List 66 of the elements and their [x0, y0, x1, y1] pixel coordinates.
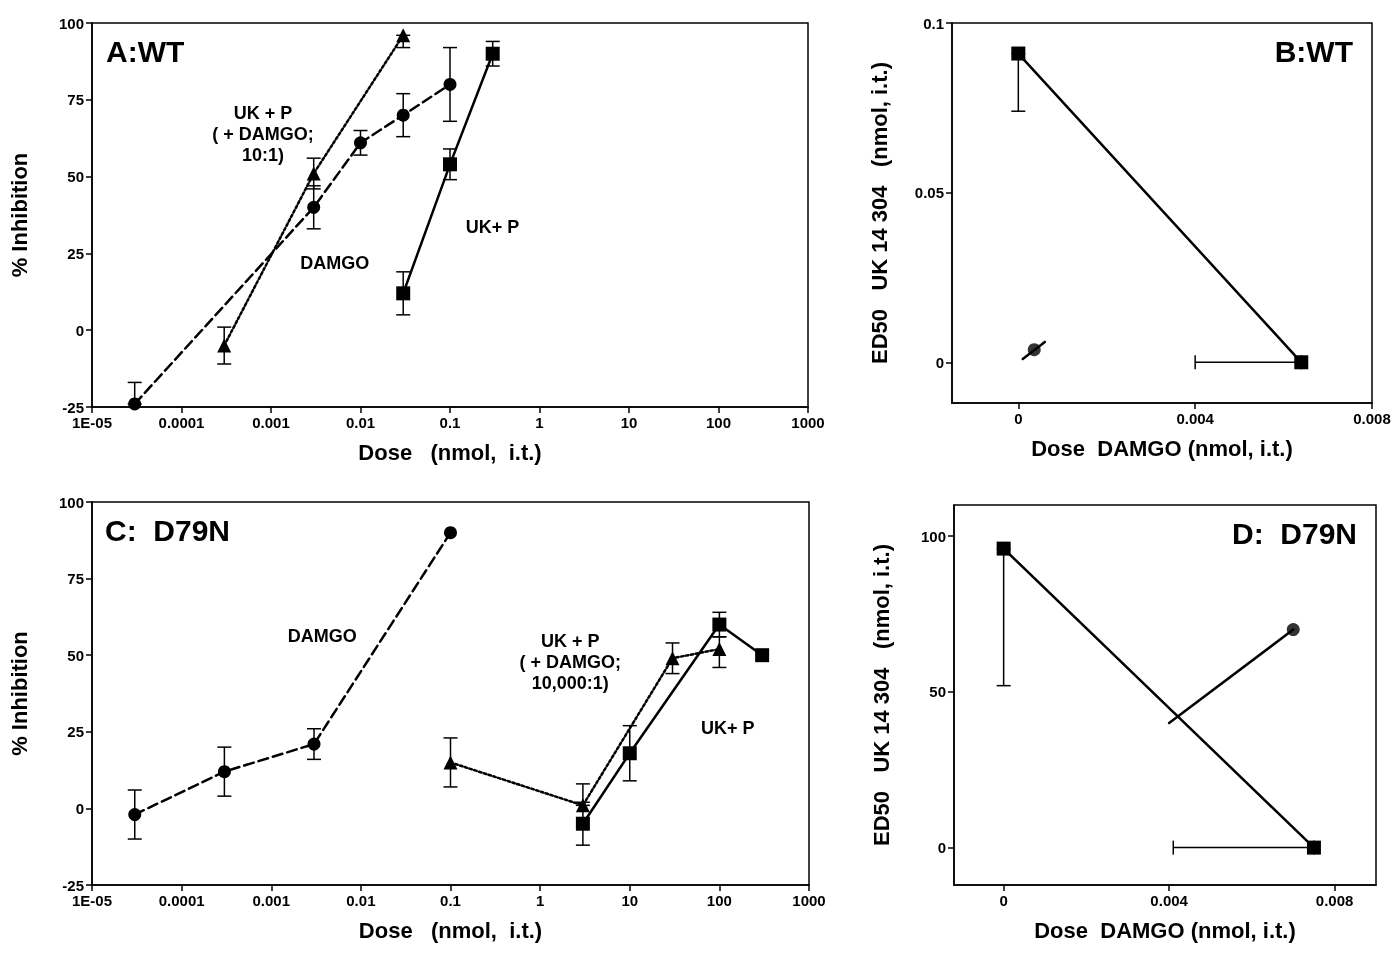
x-tick-label: 0	[1014, 410, 1023, 427]
x-tick-label: 0.008	[1353, 410, 1391, 427]
y-tick-label: 50	[67, 646, 84, 664]
x-tick-label: 1E-05	[71, 414, 113, 431]
x-tick-label: 1000	[792, 892, 826, 909]
point	[1306, 840, 1321, 855]
y-tick-label: 100	[920, 527, 946, 545]
x-tick-label: 10	[621, 892, 639, 909]
x-tick-label: 0.0001	[158, 414, 205, 431]
x-tick-label: 0.01	[346, 892, 376, 909]
chart-title: C: D79N	[105, 513, 231, 547]
point	[1011, 46, 1026, 61]
y-tick-label: 100	[58, 14, 84, 32]
x-tick-label: 10	[620, 414, 638, 431]
y-tick-label: 25	[67, 244, 84, 262]
series-label: DAMGO	[300, 253, 370, 273]
x-tick-label: 1000	[791, 414, 825, 431]
x-tick-label: 100	[705, 414, 732, 431]
y-axis-title: % Inhibition	[6, 631, 32, 756]
x-tick-label: 0.01	[345, 414, 376, 431]
point	[1027, 343, 1041, 357]
x-tick-label: 0	[999, 892, 1008, 909]
y-axis-title: % Inhibition	[6, 152, 32, 278]
x-tick-label: 1	[535, 414, 544, 431]
y-tick-label: -25	[62, 876, 84, 894]
x-tick-label: 0.004	[1150, 892, 1189, 909]
y-tick-label: 100	[58, 493, 84, 511]
y-tick-label: 0	[935, 353, 944, 371]
y-tick-label: -25	[62, 398, 84, 416]
chart-title: B:WT	[1274, 34, 1353, 68]
x-tick-label: 0.001	[252, 414, 290, 431]
y-tick-label: 0.1	[923, 14, 944, 32]
x-tick-label: 0.1	[439, 414, 461, 431]
point	[996, 541, 1011, 556]
x-tick-label: 0.0001	[158, 892, 205, 909]
series-label: DAMGO	[287, 626, 357, 647]
x-axis-title: Dose (nmol, i.t.)	[358, 917, 543, 943]
series-label: UK + P ( + DAMGO; 10:1)	[212, 103, 314, 166]
x-tick-label: 0.008	[1315, 892, 1354, 909]
y-tick-label: 50	[67, 168, 84, 186]
x-axis-title: Dose DAMGO (nmol, i.t.)	[1031, 435, 1293, 461]
y-tick-label: 75	[67, 91, 84, 109]
y-tick-label: 0	[75, 799, 84, 817]
y-tick-label: 75	[67, 570, 84, 588]
y-tick-label: 50	[929, 683, 946, 701]
x-tick-label: 0.1	[440, 892, 461, 909]
y-axis-title: ED50 UK 14 304 (nmol, i.t.)	[866, 62, 892, 364]
point	[1294, 355, 1309, 370]
x-tick-label: 1E-05	[71, 892, 113, 909]
series-label: UK + P ( + DAMGO; 10,000:1)	[519, 630, 622, 693]
x-tick-label: 1	[535, 892, 545, 909]
x-axis-title: Dose DAMGO (nmol, i.t.)	[1034, 917, 1296, 943]
y-axis-title: ED50 UK 14 304 (nmol, i.t.)	[868, 544, 894, 846]
series-label: UK+ P	[465, 216, 520, 237]
y-tick-label: 25	[67, 723, 84, 741]
x-tick-label: 100	[706, 892, 732, 909]
y-tick-label: 0	[75, 321, 84, 339]
y-tick-label: 0	[937, 839, 946, 857]
point	[1286, 623, 1300, 637]
x-axis-title: Dose (nmol, i.t.)	[358, 439, 542, 465]
x-tick-label: 0.001	[252, 892, 291, 909]
y-tick-label: 0.05	[914, 184, 944, 202]
text: UK+ P	[700, 717, 755, 738]
x-tick-label: 0.004	[1176, 410, 1215, 427]
chart-title: A:WT	[106, 34, 185, 68]
chart-title: D: D79N	[1231, 516, 1358, 550]
